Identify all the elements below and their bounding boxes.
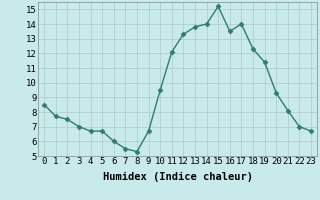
X-axis label: Humidex (Indice chaleur): Humidex (Indice chaleur) [103, 172, 252, 182]
